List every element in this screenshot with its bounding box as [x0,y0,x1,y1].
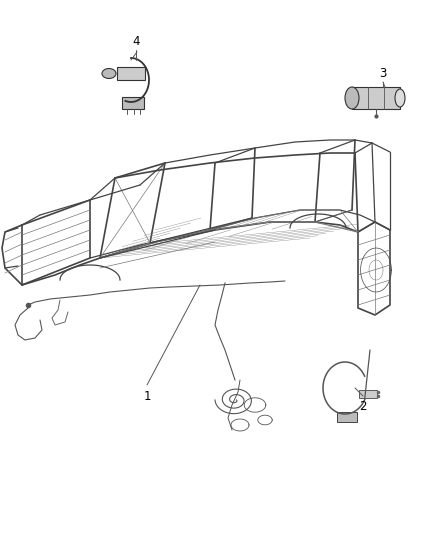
Text: 1: 1 [143,390,151,403]
Bar [122,97,144,109]
Ellipse shape [395,89,405,107]
Bar [352,87,400,109]
Text: 2: 2 [359,400,367,413]
Ellipse shape [345,87,359,109]
Text: 3: 3 [379,67,387,80]
Bar [117,67,145,80]
Bar [337,412,357,422]
Bar [359,390,377,398]
Ellipse shape [102,69,116,78]
Text: 4: 4 [132,35,140,48]
